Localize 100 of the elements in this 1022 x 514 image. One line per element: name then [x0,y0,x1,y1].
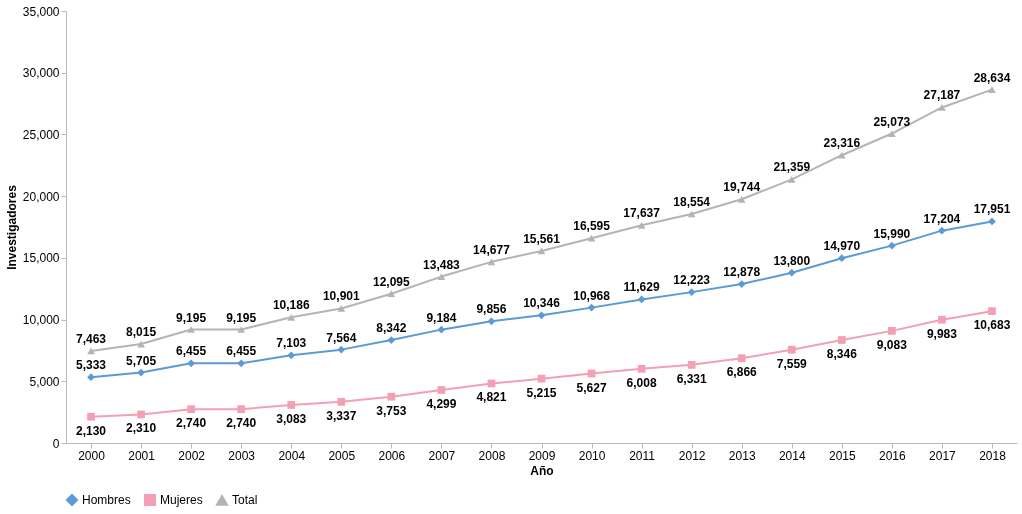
data-label: 10,968 [573,288,611,303]
legend-label: Hombres [82,493,131,507]
data-label: 10,186 [272,298,310,313]
point [787,176,796,183]
data-label: 6,455 [226,344,257,359]
point [237,326,246,333]
point [337,397,346,406]
data-label: 2,130 [76,423,107,438]
data-label: 12,223 [673,273,711,288]
point [437,386,446,394]
point [587,234,596,242]
point [137,410,145,419]
data-label: 3,337 [326,408,357,423]
data-label: 5,705 [126,353,157,368]
data-label: 10,683 [973,318,1011,333]
x-tick-label: 2012 [678,448,706,463]
x-tick-label: 2006 [378,448,406,463]
data-label: 23,316 [823,136,861,151]
point [287,351,296,360]
point [237,405,246,414]
data-label: 5,333 [76,358,107,373]
y-tick-label: 15,000 [22,251,60,266]
point [137,368,145,377]
point [337,305,346,312]
data-label: 11,629 [623,280,660,295]
x-tick-label: 2007 [428,448,456,463]
point [287,313,296,321]
data-label: 7,103 [276,336,307,351]
x-tick-label: 2016 [879,448,907,463]
x-tick-label: 2015 [828,448,856,463]
point [938,226,946,235]
data-label: 9,195 [176,310,207,325]
x-tick-label: 2002 [178,448,206,463]
data-label: 18,554 [673,194,711,209]
point [537,247,546,255]
point [888,130,896,137]
point [687,288,696,297]
point [487,317,496,326]
data-label: 4,821 [476,390,507,405]
point [387,336,396,344]
y-tick-label: 5,000 [29,374,60,389]
point [737,354,746,363]
point [387,392,396,401]
x-tick-label: 2018 [979,448,1007,463]
y-tick-label: 30,000 [22,66,60,81]
y-tick-label: 0 [52,436,60,451]
point [87,373,95,382]
point [837,254,846,263]
point [988,307,996,316]
data-label: 10,346 [523,296,561,311]
data-label: 17,951 [973,202,1011,217]
data-label: 8,346 [826,346,858,361]
point [87,412,95,421]
data-label: 17,637 [623,206,661,221]
data-label: 6,331 [676,371,707,386]
x-tick-label: 2001 [128,448,156,463]
data-label: 3,753 [376,403,407,418]
point [287,401,296,409]
point [487,258,496,266]
point [237,359,246,368]
data-label: 14,677 [473,242,511,257]
data-label: 2,740 [226,416,257,431]
point [737,280,746,288]
point [387,290,396,298]
point [637,221,646,229]
x-tick-label: 2017 [929,448,957,463]
point [537,311,546,320]
x-tick-label: 2009 [528,448,556,463]
data-label: 2,740 [176,416,207,431]
x-axis-title: Año [530,463,554,478]
y-tick-label: 10,000 [22,313,60,328]
x-tick-label: 2010 [578,448,606,463]
data-label: 8,342 [376,321,407,336]
point [437,325,446,334]
data-label: 28,634 [973,70,1011,85]
point [187,359,195,368]
point [537,374,546,383]
point [837,336,846,344]
data-label: 19,744 [723,180,761,195]
data-label: 12,095 [372,274,411,289]
data-label: 6,455 [176,344,207,359]
x-tick-label: 2008 [478,448,506,463]
data-label: 5,627 [576,380,607,395]
point [837,151,846,159]
x-tick-label: 2011 [629,448,656,463]
data-label: 5,215 [526,385,557,400]
x-tick-label: 2005 [328,448,356,463]
data-label: 13,483 [423,257,461,272]
point [437,273,446,280]
point [787,268,796,277]
data-label: 25,073 [873,114,911,129]
data-label: 8,015 [126,325,157,340]
data-label: 15,561 [523,231,561,246]
legend-label: Mujeres [160,493,203,507]
point [988,217,996,226]
data-label: 9,856 [476,302,507,317]
data-label: 12,878 [723,265,761,280]
data-label: 9,083 [876,337,908,352]
point [87,347,95,355]
data-label: 10,901 [322,289,360,304]
